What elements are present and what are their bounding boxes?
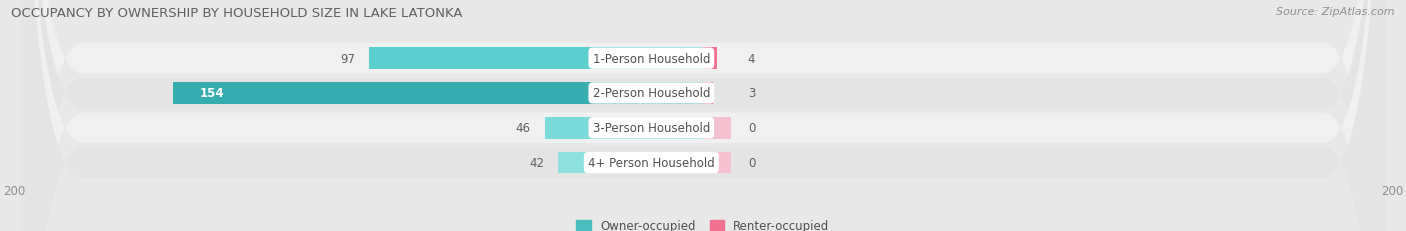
Bar [703, 118, 731, 139]
Bar [558, 152, 703, 174]
Bar [368, 48, 703, 70]
Bar [173, 83, 703, 104]
Text: 0: 0 [748, 156, 755, 169]
Bar [544, 118, 703, 139]
Text: Source: ZipAtlas.com: Source: ZipAtlas.com [1277, 7, 1395, 17]
Bar [703, 152, 731, 174]
Text: 3-Person Household: 3-Person Household [593, 122, 710, 135]
Text: 154: 154 [200, 87, 225, 100]
Text: 46: 46 [516, 122, 531, 135]
FancyBboxPatch shape [21, 0, 1385, 231]
FancyBboxPatch shape [21, 0, 1385, 231]
Text: 97: 97 [340, 52, 356, 65]
Text: 0: 0 [748, 122, 755, 135]
Text: 42: 42 [530, 156, 544, 169]
Text: 2-Person Household: 2-Person Household [592, 87, 710, 100]
Legend: Owner-occupied, Renter-occupied: Owner-occupied, Renter-occupied [572, 214, 834, 231]
Text: 3: 3 [748, 87, 755, 100]
Text: 4: 4 [748, 52, 755, 65]
Text: OCCUPANCY BY OWNERSHIP BY HOUSEHOLD SIZE IN LAKE LATONKA: OCCUPANCY BY OWNERSHIP BY HOUSEHOLD SIZE… [11, 7, 463, 20]
FancyBboxPatch shape [21, 0, 1385, 231]
FancyBboxPatch shape [21, 0, 1385, 231]
Text: 4+ Person Household: 4+ Person Household [588, 156, 714, 169]
Text: 1-Person Household: 1-Person Household [592, 52, 710, 65]
Bar [703, 83, 713, 104]
Bar [703, 48, 717, 70]
